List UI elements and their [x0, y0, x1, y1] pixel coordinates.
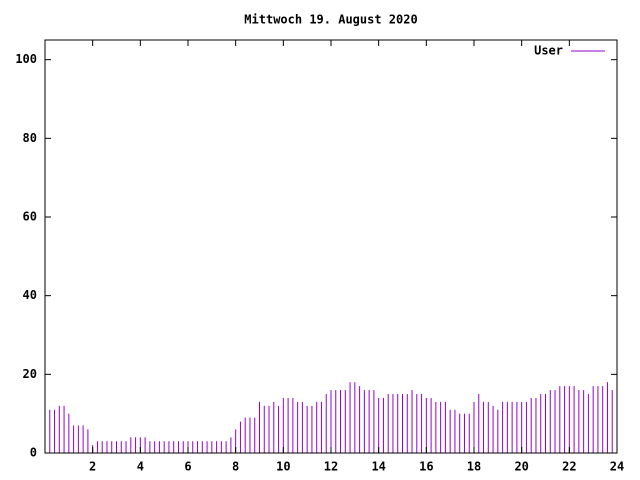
x-tick-label: 16 [419, 460, 433, 474]
y-tick-label: 20 [23, 367, 37, 381]
x-tick-label: 20 [514, 460, 528, 474]
legend-label: User [534, 44, 563, 58]
x-tick-label: 22 [562, 460, 576, 474]
x-tick-label: 24 [610, 460, 624, 474]
x-tick-label: 8 [232, 460, 239, 474]
x-tick-label: 4 [137, 460, 144, 474]
x-tick-label: 14 [371, 460, 385, 474]
y-tick-label: 60 [23, 210, 37, 224]
y-tick-label: 40 [23, 288, 37, 302]
x-tick-label: 6 [184, 460, 191, 474]
y-tick-label: 100 [15, 52, 37, 66]
x-tick-label: 18 [467, 460, 481, 474]
chart-title: Mittwoch 19. August 2020 [244, 13, 417, 27]
x-tick-label: 10 [276, 460, 290, 474]
y-tick-label: 0 [30, 446, 37, 460]
x-tick-label: 12 [324, 460, 338, 474]
y-tick-label: 80 [23, 131, 37, 145]
x-tick-label: 2 [89, 460, 96, 474]
